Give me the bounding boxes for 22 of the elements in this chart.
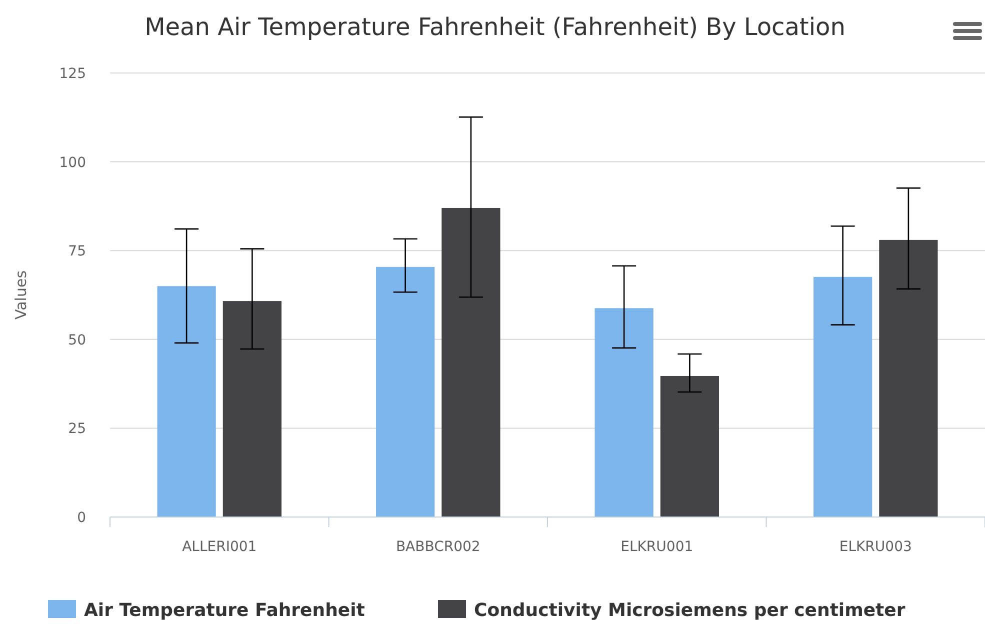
y-tick-label: 125	[59, 66, 86, 82]
bar	[594, 308, 654, 517]
bar	[660, 376, 719, 517]
legend-label: Air Temperature Fahrenheit	[84, 600, 366, 621]
x-tick-label: BABBCR002	[396, 539, 480, 555]
x-tick-label: ELKRU003	[839, 539, 912, 555]
bar	[222, 301, 282, 517]
y-tick-label: 0	[77, 510, 86, 526]
y-tick-label: 25	[68, 421, 86, 438]
x-tick-label: ELKRU001	[620, 539, 694, 555]
legend-label: Conductivity Microsiemens per centimeter	[474, 600, 906, 621]
y-tick-label: 100	[59, 154, 86, 171]
bar	[157, 286, 216, 517]
y-tick-label: 75	[68, 244, 86, 260]
chart-title: Mean Air Temperature Fahrenheit (Fahrenheit) By Location	[144, 13, 846, 41]
y-axis-title: Values	[12, 270, 30, 320]
bar	[814, 276, 872, 517]
bar	[879, 240, 938, 517]
y-tick-label: 50	[68, 332, 86, 348]
x-tick-label: ALLERI001	[182, 539, 257, 555]
bar	[442, 208, 500, 517]
bar	[376, 266, 435, 517]
